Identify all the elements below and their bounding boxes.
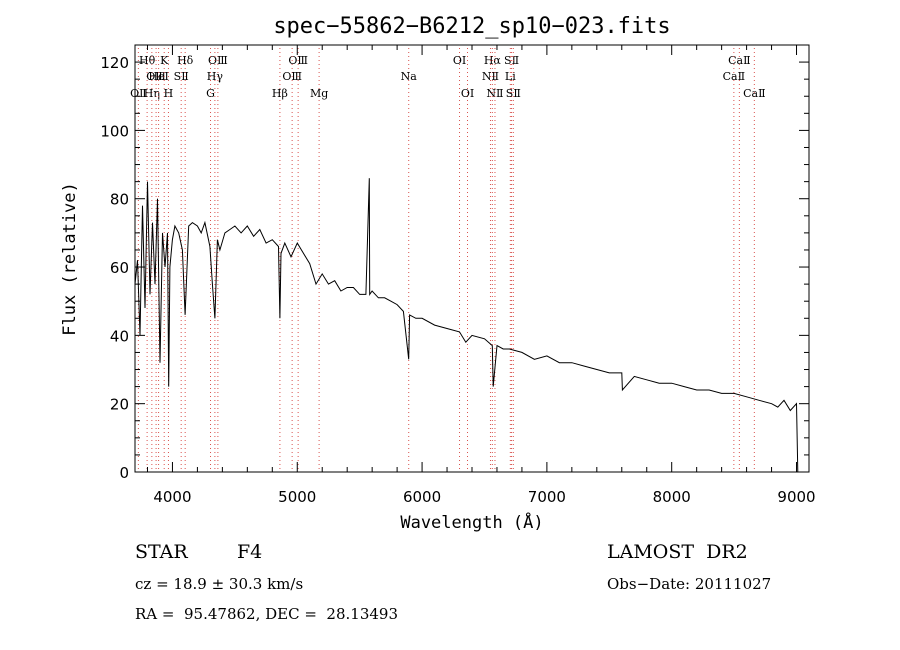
- line-marker-label: NⅡ: [482, 70, 499, 83]
- line-marker-label: SⅡ: [174, 70, 189, 83]
- object-subclass: F4: [237, 541, 263, 563]
- line-marker-label: Na: [401, 70, 418, 83]
- x-tick-label: 8000: [653, 488, 691, 506]
- y-tick-label: 20: [110, 396, 129, 414]
- line-marker-label: K: [160, 54, 169, 67]
- x-tick-label: 5000: [278, 488, 316, 506]
- line-marker-label: Hα: [484, 54, 502, 67]
- y-tick-label: 0: [119, 464, 129, 482]
- line-marker-label: H: [164, 87, 174, 100]
- line-marker-label: Hδ: [177, 54, 194, 67]
- x-tick-label: 9000: [777, 488, 815, 506]
- line-marker-label: NⅡ: [486, 87, 503, 100]
- line-marker-label: OⅠ: [461, 87, 474, 100]
- spectrum-line: [134, 178, 799, 473]
- x-tick-label: 4000: [153, 488, 191, 506]
- line-marker-label: OⅡ: [130, 87, 147, 100]
- observation-date: Obs−Date: 20111027: [607, 575, 772, 593]
- y-tick-label: 80: [110, 191, 129, 209]
- x-axis-label: Wavelength (Å): [400, 511, 543, 533]
- line-marker-label: Hη: [144, 87, 160, 100]
- x-tick-label: 6000: [403, 488, 441, 506]
- line-marker-label: CaⅡ: [728, 54, 750, 67]
- coordinates-info: RA = 95.47862, DEC = 28.13493: [135, 605, 399, 623]
- line-marker-label: OⅢ: [208, 54, 228, 67]
- line-marker-label: OⅠ: [453, 54, 466, 67]
- spectrum-series: [134, 178, 799, 473]
- line-marker-label: OⅢ: [146, 70, 166, 83]
- line-marker-label: SⅡ: [504, 54, 519, 67]
- line-marker-label: Hβ: [272, 87, 288, 100]
- chart-title: spec−55862−B6212_sp10−023.fits: [273, 14, 670, 39]
- line-marker-label: CaⅡ: [723, 70, 745, 83]
- y-tick-label: 40: [110, 327, 129, 345]
- line-marker-label: Hγ: [207, 70, 224, 83]
- line-marker-label: HeⅠ: [148, 70, 168, 83]
- x-axis: 4000 5000 6000 7000 8000 9000: [146, 45, 816, 506]
- redshift-info: cz = 18.9 ± 30.3 km/s: [135, 575, 304, 593]
- y-axis: 0 20 40 60 80 100 120: [100, 54, 809, 482]
- x-tick-label: 7000: [528, 488, 566, 506]
- line-marker-label: Li: [505, 70, 516, 83]
- line-marker-label: CaⅡ: [743, 87, 765, 100]
- y-axis-label: Flux (relative): [60, 182, 80, 336]
- y-tick-label: 100: [100, 122, 129, 140]
- y-tick-label: 60: [110, 259, 129, 277]
- line-marker-label: G: [206, 87, 215, 100]
- survey-name: LAMOST DR2: [607, 541, 748, 563]
- line-marker-label: OⅢ: [288, 54, 308, 67]
- line-marker-label: SⅡ: [506, 87, 521, 100]
- object-class: STAR: [135, 541, 188, 563]
- line-marker-label: Hθ: [139, 54, 156, 67]
- plot-frame: [134, 44, 810, 473]
- y-tick-label: 120: [100, 54, 129, 72]
- line-marker-label: OⅢ: [282, 70, 302, 83]
- line-marker-label: Mg: [310, 87, 328, 100]
